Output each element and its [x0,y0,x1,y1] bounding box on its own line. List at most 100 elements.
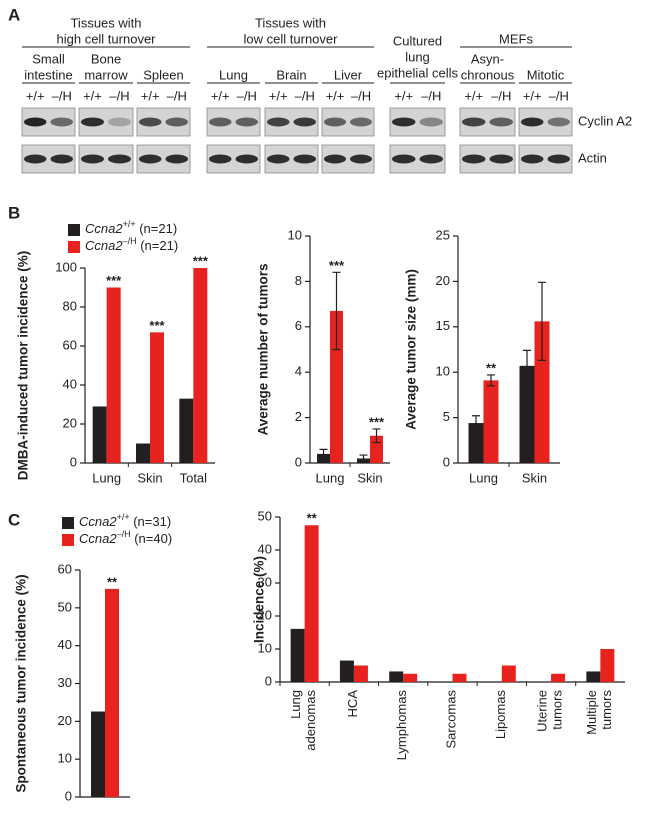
y-tick-label: 20 [436,273,450,288]
y-tick-label: 10 [436,364,450,379]
blot-band [50,154,73,164]
y-tick-label: 30 [58,675,72,690]
blot-band [350,154,372,164]
x-tick-label: Multipletumors [584,690,614,735]
x-tick-label: Skin [137,470,162,485]
annotation: ** [486,360,497,375]
lane-label: +/+ [141,88,160,103]
bar [353,665,368,682]
annotation: *** [193,253,209,268]
legend-label: Ccna2+/+ (n=21) [85,219,177,236]
blot-band [521,117,544,127]
bar [403,673,418,682]
blot-band [24,154,47,164]
y-tick-label: 0 [65,788,72,803]
panel-label: A [8,5,20,24]
y-tick-label: 50 [258,508,272,523]
blot-band [521,154,544,164]
tissue-label: Asyn- [471,51,504,66]
lane-label: +/+ [269,88,288,103]
blot-band [547,154,570,164]
y-tick-label: 60 [58,561,72,576]
legend-label: Ccna2–/H (n=21) [85,236,178,253]
x-tick-label: Lung [316,470,345,485]
x-tick-label: Lung [469,470,498,485]
group-label: Tissues with [70,15,141,30]
error-bar [332,271,341,351]
lane-label: –/H [237,88,257,103]
blot-band [324,154,346,164]
bar [389,671,404,682]
lane-label: –/H [421,88,441,103]
legend-swatch [62,534,74,546]
tissue-label: Bone [91,51,121,66]
bar [136,443,150,463]
tissue-label: Spleen [143,67,183,82]
blot-band [209,154,232,164]
blot-band [108,117,131,127]
annotation: ** [107,574,118,589]
tissue-label: Small [32,51,65,66]
legend-swatch [62,517,74,529]
blot-band [24,117,47,127]
bar [468,423,484,463]
blot-band [462,154,486,164]
y-axis-label: Incidence (%) [252,556,267,643]
bar [193,268,208,463]
x-tick-label: Lung [92,470,121,485]
bar [339,660,354,682]
x-tick-label: Lipomas [493,690,508,740]
y-tick-label: 4 [295,364,302,379]
y-axis-label: Average tumor size (mm) [404,269,419,430]
blot-band [235,117,258,127]
lane-label: +/+ [26,88,45,103]
group-label: high cell turnover [57,31,157,46]
blot-band [547,117,570,127]
error-bar [372,428,381,444]
y-tick-label: 40 [258,541,272,556]
tissue-label: Mitotic [527,67,565,82]
y-tick-label: 0 [295,454,302,469]
y-axis-label: Spontaneous tumor incidence (%) [14,574,29,792]
lane-label: –/H [52,88,72,103]
lane-label: +/+ [326,88,345,103]
blot-band [392,154,416,164]
group-label: low cell turnover [244,31,339,46]
y-axis-label: DMBA-induced tumor incidence (%) [16,251,31,481]
bar [91,711,105,797]
y-tick-label: 15 [436,318,450,333]
bar [483,380,499,463]
y-tick-label: 40 [58,637,72,652]
blot-band [165,154,188,164]
y-tick-label: 0 [265,673,272,688]
bar [551,673,566,682]
blot-band [293,154,316,164]
y-tick-label: 8 [295,273,302,288]
tissue-label: Lung [219,67,248,82]
bar [304,525,319,682]
group-label: Cultured [393,33,442,48]
error-bar [472,415,480,431]
error-bar [487,374,495,387]
bar [290,628,305,682]
legend-label: Ccna2+/+ (n=31) [79,512,171,529]
bar [106,287,121,463]
panel-label: B [8,203,20,222]
y-axis-label: Average number of tumors [256,263,271,435]
bar [105,588,119,797]
y-tick-label: 20 [58,713,72,728]
lane-label: –/H [109,88,129,103]
blot-band [139,117,162,127]
x-tick-label: Lymphomas [395,690,410,761]
annotation: *** [149,318,165,333]
bar [600,649,615,682]
error-bar [523,349,531,382]
blot-band [108,154,131,164]
bar [179,398,194,463]
annotation: *** [329,258,345,273]
lane-label: +/+ [464,88,483,103]
x-tick-label: Lungadenomas [289,690,319,751]
y-tick-label: 50 [58,599,72,614]
blot-band [267,117,290,127]
